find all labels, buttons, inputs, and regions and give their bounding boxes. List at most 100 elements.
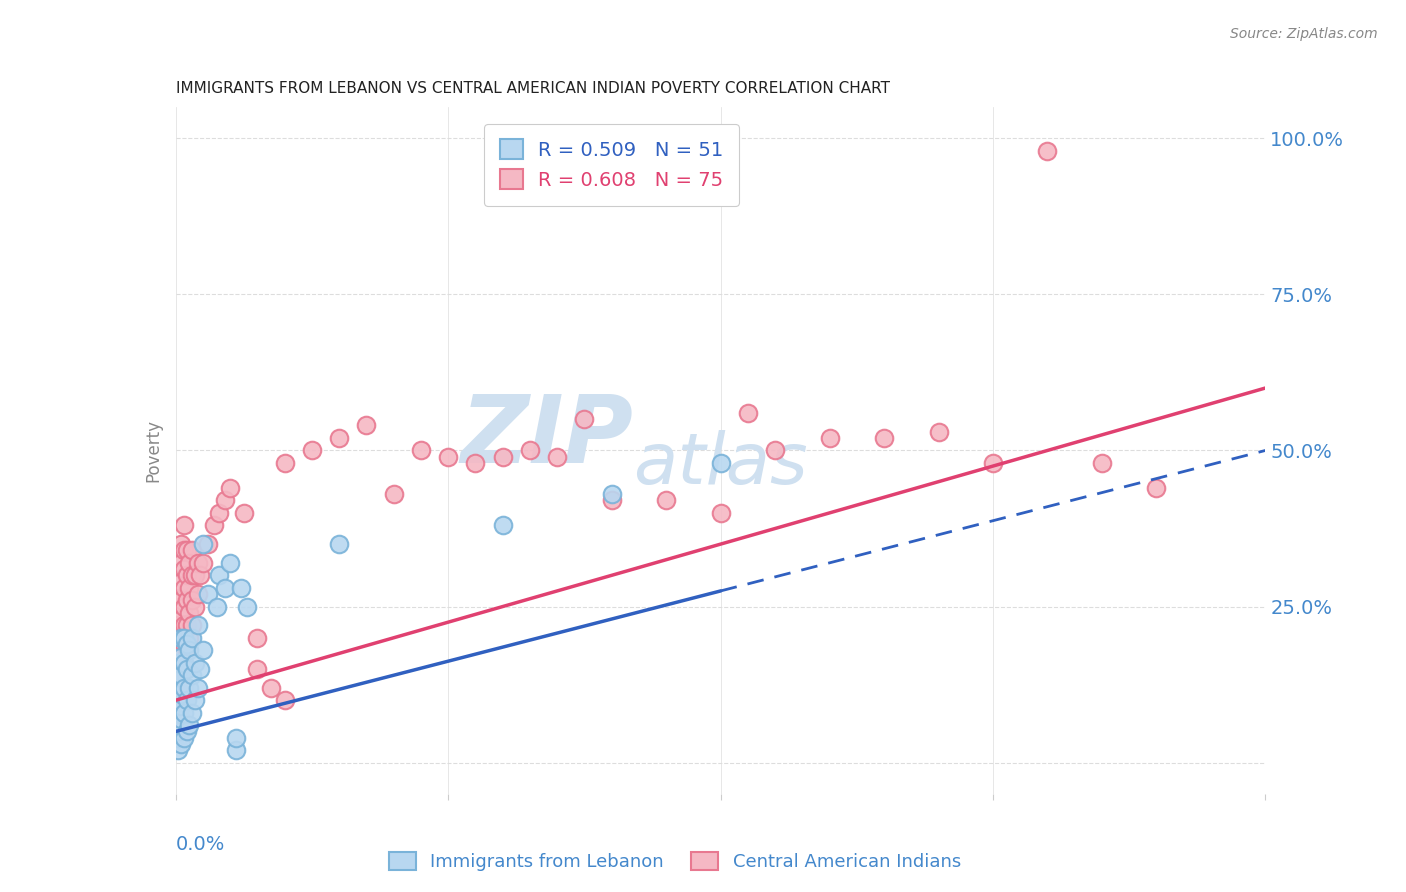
Point [274, 693, 297, 707]
Point [167, 706, 190, 720]
Point [382, 487, 405, 501]
Point [167, 731, 190, 745]
Point [710, 506, 733, 520]
Point [176, 693, 198, 707]
Text: Source: ZipAtlas.com: Source: ZipAtlas.com [1230, 27, 1378, 41]
Point [1144, 481, 1167, 495]
Point [232, 506, 254, 520]
Point [208, 506, 231, 520]
Point [188, 662, 211, 676]
Point [173, 518, 195, 533]
Point [208, 568, 231, 582]
Point [170, 649, 193, 664]
Point [655, 493, 678, 508]
Point [260, 681, 283, 695]
Point [981, 456, 1004, 470]
Point [173, 681, 195, 695]
Point [167, 668, 190, 682]
Point [928, 425, 950, 439]
Point [170, 712, 193, 726]
Point [600, 493, 623, 508]
Point [197, 537, 219, 551]
Point [246, 662, 269, 676]
Point [176, 637, 198, 651]
Point [219, 481, 242, 495]
Point [181, 543, 204, 558]
Point [179, 643, 201, 657]
Point [464, 456, 486, 470]
Text: 0.0%: 0.0% [176, 835, 225, 855]
Point [176, 724, 198, 739]
Point [181, 668, 204, 682]
Point [170, 612, 193, 626]
Point [356, 418, 378, 433]
Point [173, 562, 195, 576]
Point [176, 593, 198, 607]
Point [176, 618, 198, 632]
Point [214, 493, 236, 508]
Point [179, 718, 201, 732]
Point [170, 668, 193, 682]
Point [328, 431, 350, 445]
Point [173, 543, 195, 558]
Point [173, 637, 195, 651]
Point [181, 631, 204, 645]
Point [167, 662, 190, 676]
Point [184, 656, 207, 670]
Point [173, 618, 195, 632]
Point [1036, 144, 1059, 158]
Point [173, 599, 195, 614]
Point [181, 568, 204, 582]
Point [492, 518, 515, 533]
Point [214, 581, 236, 595]
Point [170, 574, 193, 589]
Point [409, 443, 432, 458]
Point [170, 668, 193, 682]
Point [173, 706, 195, 720]
Point [176, 568, 198, 582]
Point [737, 406, 759, 420]
Point [181, 706, 204, 720]
Point [219, 556, 242, 570]
Point [191, 537, 214, 551]
Point [176, 662, 198, 676]
Point [170, 631, 193, 645]
Point [184, 599, 207, 614]
Point [179, 581, 201, 595]
Y-axis label: Poverty: Poverty [145, 419, 163, 482]
Point [274, 456, 297, 470]
Point [873, 431, 896, 445]
Point [328, 537, 350, 551]
Point [301, 443, 323, 458]
Point [173, 581, 195, 595]
Point [225, 731, 247, 745]
Point [170, 737, 193, 751]
Point [186, 556, 209, 570]
Point [167, 631, 190, 645]
Point [173, 656, 195, 670]
Legend: Immigrants from Lebanon, Central American Indians: Immigrants from Lebanon, Central America… [381, 845, 969, 879]
Point [179, 606, 201, 620]
Point [188, 568, 211, 582]
Point [167, 643, 190, 657]
Point [184, 693, 207, 707]
Point [574, 412, 596, 426]
Point [519, 443, 541, 458]
Point [184, 568, 207, 582]
Point [710, 456, 733, 470]
Point [181, 618, 204, 632]
Point [492, 450, 515, 464]
Point [173, 631, 195, 645]
Point [186, 587, 209, 601]
Point [167, 693, 190, 707]
Point [197, 587, 219, 601]
Point [181, 593, 204, 607]
Point [167, 681, 190, 695]
Point [173, 731, 195, 745]
Point [235, 599, 257, 614]
Point [179, 631, 201, 645]
Point [170, 724, 193, 739]
Text: atlas: atlas [633, 430, 808, 499]
Point [170, 593, 193, 607]
Point [170, 699, 193, 714]
